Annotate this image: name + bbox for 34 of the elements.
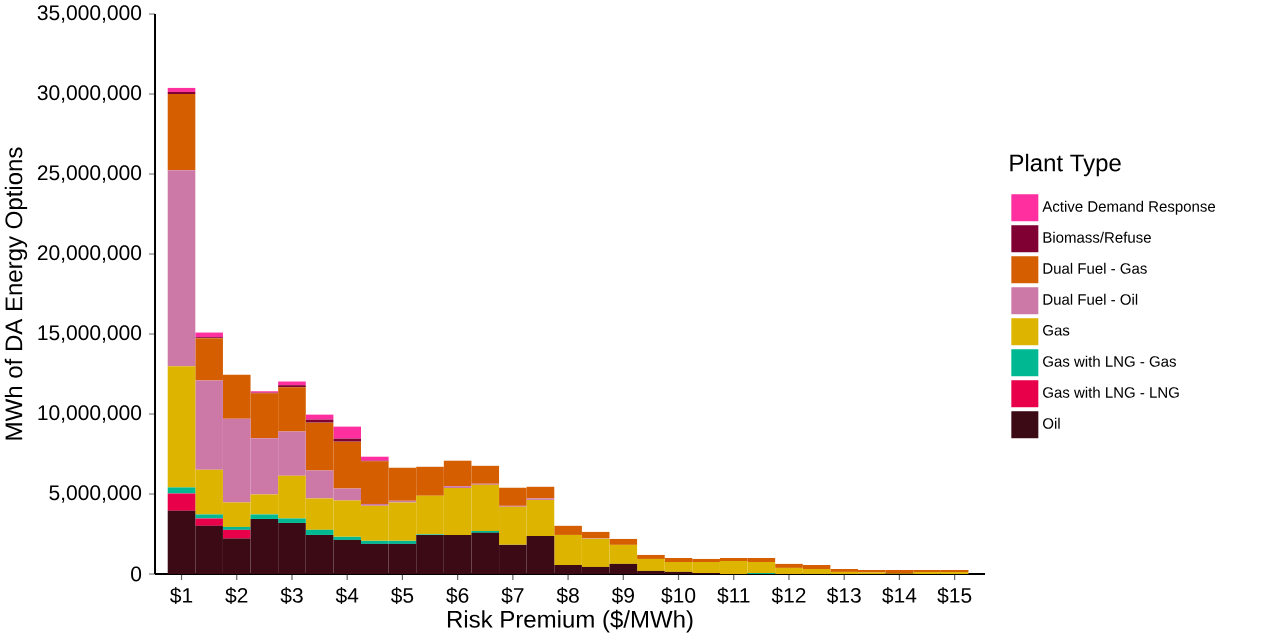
- x-tick-label: $5: [390, 587, 414, 605]
- legend-label: Biomass/Refuse: [1043, 231, 1151, 243]
- y-tick-label: 35,000,000: [37, 5, 142, 23]
- x-axis-title: Risk Premium ($/MWh): [447, 609, 693, 633]
- x-tick-label: $7: [501, 587, 524, 605]
- x-tick-label: $1: [170, 587, 193, 605]
- x-tick-label: $4: [335, 587, 359, 605]
- y-tick-label: 0: [131, 566, 142, 582]
- x-tick-label: $14: [882, 587, 917, 605]
- legend-label: Gas with LNG - Gas: [1043, 355, 1176, 367]
- y-tick-label: 5,000,000: [49, 485, 142, 503]
- x-tick-label: $15: [937, 587, 972, 605]
- y-axis-title: MWh of DA Energy Options: [4, 147, 28, 440]
- x-tick-label: $6: [446, 587, 469, 605]
- x-tick-label: $13: [826, 587, 861, 605]
- x-tick-label: $11: [717, 587, 750, 605]
- x-tick-label: $8: [556, 587, 579, 605]
- y-tick-label: 15,000,000: [38, 325, 142, 343]
- legend-label: Dual Fuel - Oil: [1043, 293, 1138, 305]
- x-tick-label: $9: [611, 587, 634, 605]
- legend-label: Dual Fuel - Gas: [1043, 262, 1147, 274]
- x-tick-label: $12: [771, 587, 806, 605]
- x-tick-label: $10: [661, 587, 696, 605]
- legend-label: Gas: [1043, 324, 1070, 336]
- legend-label: Active Demand Response: [1042, 200, 1216, 215]
- y-tick-label: 20,000,000: [37, 245, 142, 263]
- y-tick-label: 10,000,000: [38, 405, 142, 423]
- y-tick-label: 25,000,000: [37, 165, 142, 183]
- y-tick-label: 30,000,000: [37, 85, 142, 103]
- legend-title: Plant Type: [1010, 153, 1121, 177]
- legend-label: Oil: [1043, 417, 1060, 429]
- legend-label: Gas with LNG - LNG: [1043, 386, 1179, 398]
- x-tick-label: $2: [225, 587, 248, 605]
- x-tick-label: $3: [280, 587, 303, 605]
